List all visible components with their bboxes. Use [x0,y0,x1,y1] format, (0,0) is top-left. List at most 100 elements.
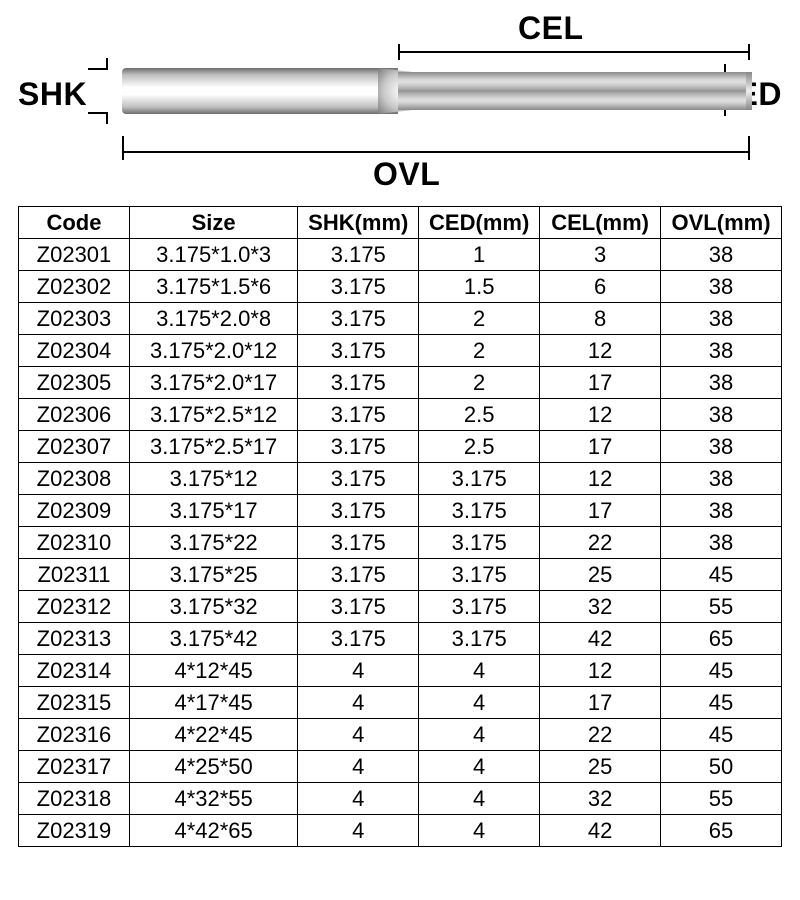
table-cell: 17 [540,687,661,719]
table-cell: 12 [540,655,661,687]
table-cell: 3.175*2.0*8 [129,303,297,335]
table-cell: 45 [661,655,782,687]
table-cell: Z02308 [19,463,130,495]
table-cell: 2.5 [419,399,540,431]
table-row: Z023144*12*45441245 [19,655,782,687]
table-cell: 4 [419,783,540,815]
table-cell: 3.175 [298,367,419,399]
table-body: Z023013.175*1.0*33.1751338Z023023.175*1.… [19,239,782,847]
ovl-dim-line [122,151,750,153]
table-cell: 2 [419,367,540,399]
table-cell: 3.175 [298,239,419,271]
table-cell: 3.175 [298,431,419,463]
table-cell: 65 [661,623,782,655]
table-cell: 12 [540,335,661,367]
table-cell: 4 [298,687,419,719]
table-cell: 2 [419,303,540,335]
endmill-illustration [122,68,750,114]
table-cell: 3.175*22 [129,527,297,559]
table-cell: 4 [298,719,419,751]
table-cell: Z02315 [19,687,130,719]
table-cell: 3.175*1.5*6 [129,271,297,303]
shk-dim-tick [106,58,108,70]
spec-table: Code Size SHK(mm) CED(mm) CEL(mm) OVL(mm… [18,206,782,847]
table-cell: 3.175 [419,495,540,527]
tool-dimension-diagram: CEL SHK CED OVL [18,6,782,206]
table-cell: 32 [540,783,661,815]
table-row: Z023184*32*55443255 [19,783,782,815]
table-cell: 3.175 [419,591,540,623]
table-cell: 3.175 [298,399,419,431]
table-cell: 4 [298,815,419,847]
table-cell: Z02309 [19,495,130,527]
table-row: Z023083.175*123.1753.1751238 [19,463,782,495]
table-cell: 4 [419,719,540,751]
table-cell: 4*17*45 [129,687,297,719]
ovl-dim-tick [748,136,750,160]
table-row: Z023123.175*323.1753.1753255 [19,591,782,623]
shk-dim-tick [88,112,108,114]
table-cell: 3.175*2.0*12 [129,335,297,367]
table-cell: 3.175*42 [129,623,297,655]
table-cell: 4 [419,687,540,719]
table-row: Z023113.175*253.1753.1752545 [19,559,782,591]
table-cell: 3.175*32 [129,591,297,623]
table-cell: Z02304 [19,335,130,367]
table-cell: 3.175*17 [129,495,297,527]
tool-flute-groove [398,82,750,100]
table-cell: 17 [540,367,661,399]
table-row: Z023164*22*45442245 [19,719,782,751]
table-cell: 12 [540,399,661,431]
table-cell: 45 [661,719,782,751]
table-cell: 3.175 [298,591,419,623]
shk-dim-tick [106,112,108,124]
table-cell: 25 [540,751,661,783]
table-cell: 42 [540,623,661,655]
table-cell: 3.175 [298,623,419,655]
table-cell: 3.175 [298,495,419,527]
table-row: Z023093.175*173.1753.1751738 [19,495,782,527]
table-cell: 4 [298,751,419,783]
table-row: Z023194*42*65444265 [19,815,782,847]
table-cell: 17 [540,431,661,463]
table-cell: 55 [661,591,782,623]
table-cell: 3.175*25 [129,559,297,591]
table-cell: Z02318 [19,783,130,815]
col-cel: CEL(mm) [540,207,661,239]
table-cell: 38 [661,463,782,495]
table-cell: 4 [298,655,419,687]
table-cell: Z02313 [19,623,130,655]
table-cell: 2 [419,335,540,367]
table-cell: Z02303 [19,303,130,335]
table-cell: Z02319 [19,815,130,847]
table-cell: 6 [540,271,661,303]
table-cell: 38 [661,303,782,335]
table-cell: 3.175*2.5*17 [129,431,297,463]
table-cell: 4*32*55 [129,783,297,815]
tool-shank [122,68,398,114]
table-cell: Z02306 [19,399,130,431]
cel-label: CEL [518,10,584,47]
table-cell: 38 [661,495,782,527]
table-cell: 3.175 [419,527,540,559]
table-cell: 8 [540,303,661,335]
table-cell: 38 [661,431,782,463]
table-cell: 22 [540,719,661,751]
table-cell: 32 [540,591,661,623]
cel-dim-tick [398,44,400,60]
table-row: Z023103.175*223.1753.1752238 [19,527,782,559]
shk-dim-tick [88,68,108,70]
table-cell: 4*22*45 [129,719,297,751]
table-row: Z023023.175*1.5*63.1751.5638 [19,271,782,303]
table-cell: Z02302 [19,271,130,303]
ovl-label: OVL [373,156,440,193]
table-cell: 4*12*45 [129,655,297,687]
table-cell: 3.175 [298,303,419,335]
table-cell: 38 [661,367,782,399]
table-cell: 3.175 [298,527,419,559]
table-cell: 45 [661,559,782,591]
col-ovl: OVL(mm) [661,207,782,239]
table-row: Z023013.175*1.0*33.1751338 [19,239,782,271]
table-cell: Z02310 [19,527,130,559]
table-cell: 3.175 [298,335,419,367]
